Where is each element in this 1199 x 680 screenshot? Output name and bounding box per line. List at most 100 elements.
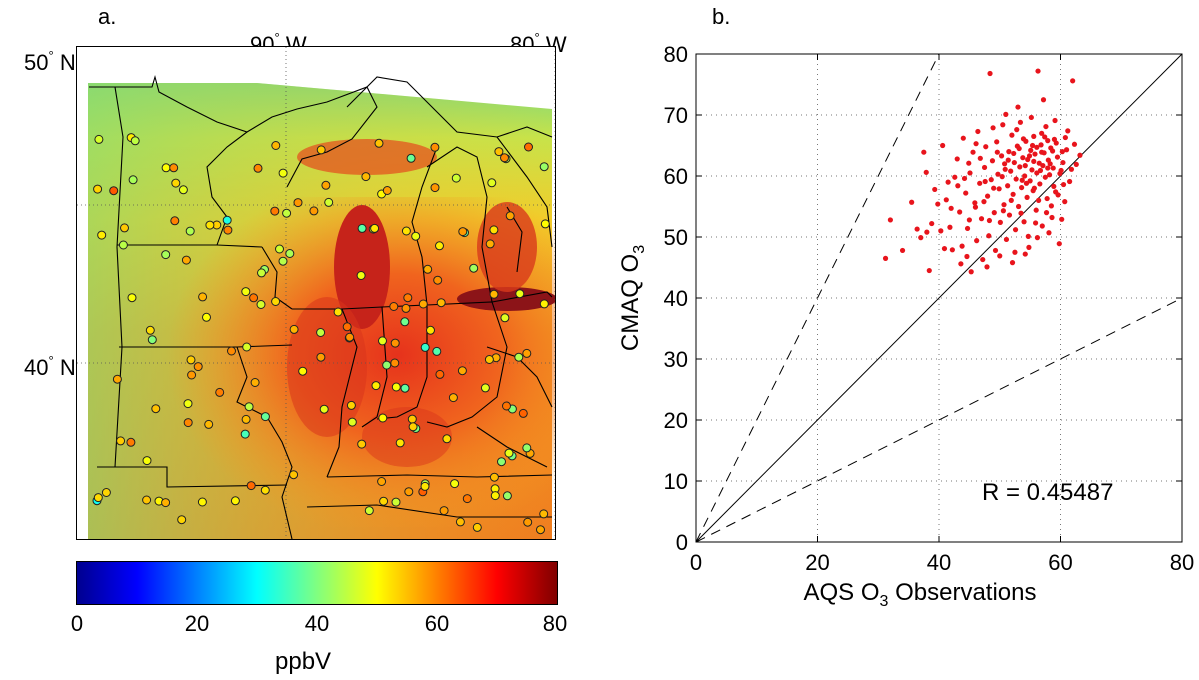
- data-point: [1073, 161, 1079, 168]
- x-tick-label: 60: [1048, 550, 1072, 575]
- data-point: [1031, 133, 1037, 139]
- station-marker: [112, 374, 122, 384]
- station-marker: [198, 292, 208, 302]
- station-marker: [342, 322, 352, 332]
- data-point: [990, 125, 996, 131]
- data-point: [1026, 153, 1033, 159]
- data-point: [992, 247, 999, 254]
- station-marker: [257, 268, 266, 278]
- data-point: [1048, 203, 1054, 209]
- station-marker: [411, 231, 421, 241]
- station-marker: [539, 509, 549, 519]
- station-marker: [128, 175, 138, 185]
- station-marker: [118, 240, 128, 250]
- scatter-plot: 0 20 40 60 80 0 10 20 30 40 50 60 70 80 AQS O3 Observ…: [620, 42, 1194, 610]
- data-point: [1050, 148, 1056, 154]
- station-marker: [240, 429, 250, 439]
- data-point: [938, 228, 944, 234]
- data-point: [1014, 127, 1020, 133]
- station-marker: [435, 369, 445, 379]
- data-point: [1051, 183, 1057, 189]
- station-marker: [101, 488, 111, 497]
- data-point: [958, 261, 964, 267]
- data-point: [1009, 260, 1016, 266]
- data-point: [1063, 147, 1070, 153]
- data-point: [1032, 220, 1039, 226]
- station-marker: [539, 162, 549, 172]
- station-marker: [400, 317, 410, 327]
- data-point: [932, 186, 938, 193]
- data-point: [899, 247, 906, 254]
- lat-label-40n: 40° N: [24, 353, 76, 380]
- data-point: [1036, 197, 1042, 203]
- data-point: [966, 217, 972, 223]
- data-point: [1002, 166, 1008, 172]
- data-point: [1027, 178, 1033, 184]
- data-point: [952, 174, 958, 180]
- data-point: [1012, 249, 1018, 255]
- station-marker: [391, 497, 401, 507]
- station-marker: [390, 338, 400, 348]
- y-tick-label: 30: [664, 347, 688, 372]
- data-point: [1052, 117, 1058, 124]
- lower-bound-line: [695, 297, 1183, 543]
- data-point: [972, 204, 979, 210]
- data-point: [1077, 152, 1083, 158]
- station-marker: [377, 477, 387, 486]
- station-marker: [202, 312, 211, 322]
- data-point: [995, 171, 1001, 177]
- station-marker: [285, 249, 295, 258]
- station-marker: [502, 491, 512, 501]
- scatter-grid: [696, 54, 1182, 542]
- data-point: [926, 267, 932, 274]
- data-point: [947, 224, 953, 230]
- station-marker: [472, 522, 482, 532]
- data-point: [1031, 185, 1037, 191]
- station-marker: [487, 178, 497, 188]
- station-marker: [271, 141, 281, 150]
- station-marker: [170, 216, 180, 226]
- station-marker: [250, 378, 260, 387]
- data-point: [968, 269, 974, 275]
- station-marker: [494, 147, 504, 157]
- station-marker: [298, 366, 308, 376]
- data-point: [1025, 233, 1031, 239]
- station-marker: [374, 138, 384, 148]
- station-marker: [97, 230, 107, 240]
- data-point: [1029, 142, 1036, 149]
- data-point: [997, 219, 1003, 225]
- data-point: [1054, 154, 1061, 160]
- station-marker: [185, 226, 195, 236]
- data-point: [1045, 138, 1051, 144]
- station-marker: [378, 413, 388, 423]
- station-marker: [345, 332, 355, 342]
- station-marker: [389, 302, 399, 311]
- station-marker: [127, 293, 137, 303]
- station-marker: [382, 186, 392, 195]
- data-point: [1043, 123, 1049, 130]
- data-point: [960, 135, 966, 141]
- data-point: [997, 253, 1003, 259]
- station-marker: [181, 255, 191, 265]
- station-marker: [253, 163, 263, 173]
- station-marker: [500, 153, 509, 163]
- station-marker: [451, 173, 461, 183]
- data-point: [924, 229, 930, 235]
- data-point: [909, 199, 915, 205]
- data-point: [1022, 163, 1028, 169]
- station-marker: [147, 335, 157, 345]
- data-point: [1008, 168, 1014, 174]
- station-marker: [204, 419, 214, 429]
- station-marker: [161, 163, 171, 173]
- data-point: [1011, 159, 1017, 166]
- data-point: [1046, 230, 1052, 236]
- station-marker: [356, 271, 366, 280]
- data-point: [1028, 147, 1034, 153]
- data-point: [954, 156, 960, 162]
- station-marker: [193, 362, 203, 372]
- data-point: [914, 226, 920, 232]
- colorbar-tick-80: 80: [542, 611, 568, 636]
- station-marker: [514, 352, 524, 362]
- station-marker: [539, 299, 549, 309]
- data-point: [1012, 227, 1019, 233]
